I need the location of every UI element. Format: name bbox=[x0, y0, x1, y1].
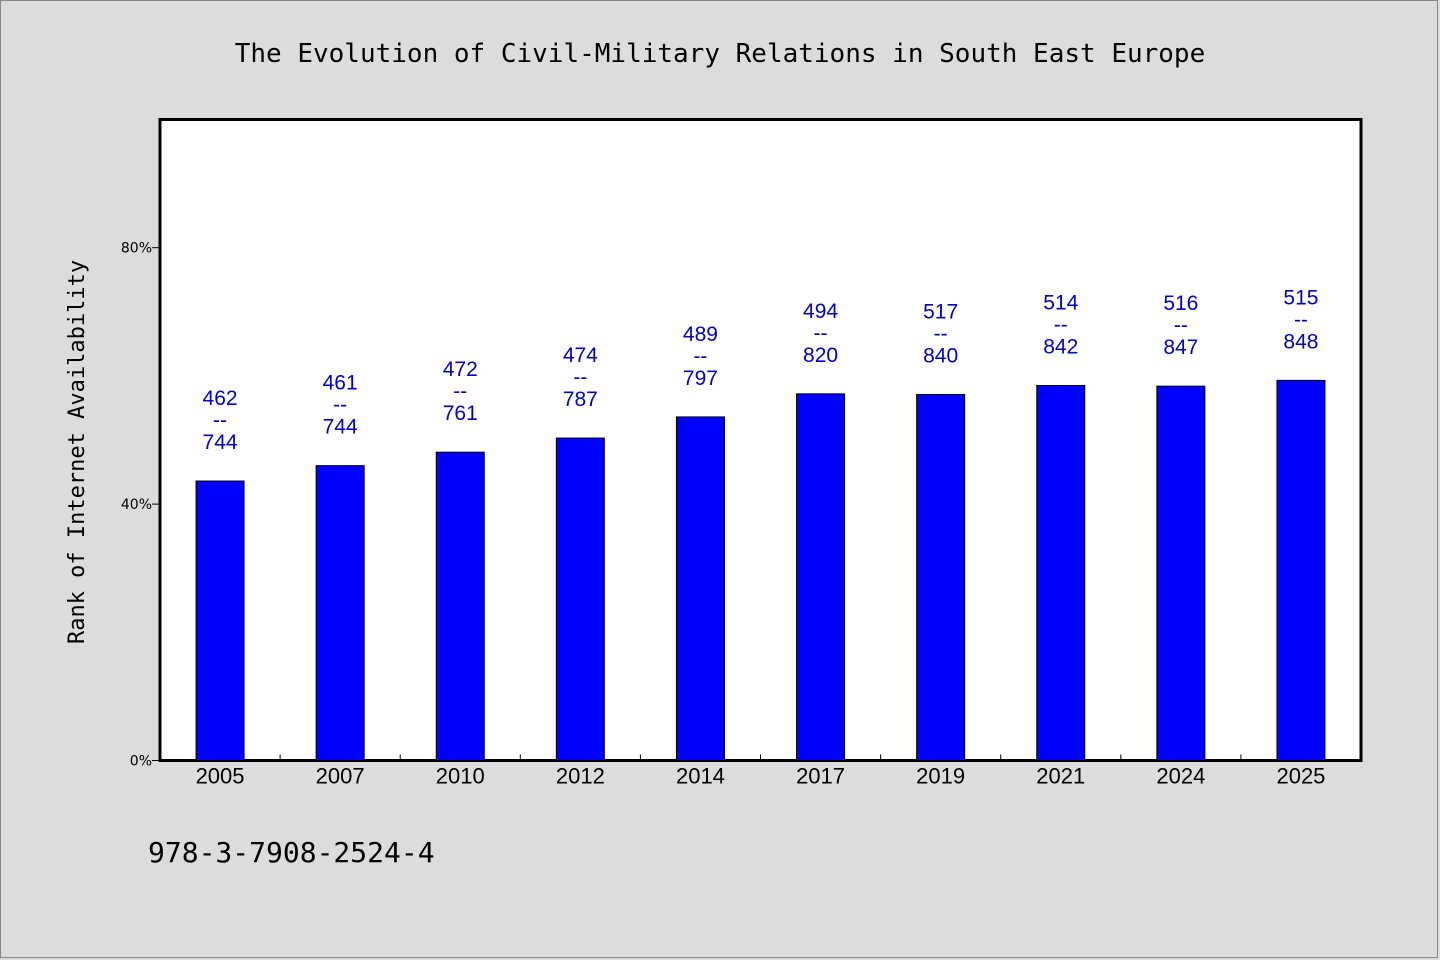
data-label-top: 462 bbox=[203, 387, 238, 410]
y-axis-ticks: 0% 40% 80% bbox=[121, 241, 160, 770]
bar-2025 bbox=[1276, 379, 1326, 761]
bar-2014 bbox=[675, 416, 725, 761]
data-label-separator: -- bbox=[213, 409, 227, 432]
data-label-separator: -- bbox=[1294, 308, 1308, 331]
y-tick-label: 40% bbox=[121, 497, 152, 513]
x-tick-label: 2007 bbox=[316, 764, 365, 789]
data-label-top: 494 bbox=[803, 300, 838, 323]
data-label-bottom: 761 bbox=[443, 402, 478, 425]
bars bbox=[195, 379, 1326, 761]
data-label-bottom: 847 bbox=[1163, 336, 1198, 359]
bar-2012 bbox=[555, 437, 605, 761]
data-label-top: 515 bbox=[1283, 286, 1318, 309]
x-tick-label: 2017 bbox=[796, 764, 845, 789]
x-axis-ticks: 2005 2007 2010 2012 2014 2017 2019 2021 2024 2025 bbox=[196, 754, 1325, 789]
bar-2005 bbox=[195, 480, 245, 761]
data-label-bottom: 840 bbox=[923, 344, 958, 367]
bar-2021 bbox=[1036, 385, 1086, 761]
bar-2019 bbox=[916, 393, 966, 761]
isbn-footer: 978-3-7908-2524-4 bbox=[148, 836, 435, 869]
data-label-separator: -- bbox=[573, 366, 587, 389]
y-tick-label: 80% bbox=[121, 241, 152, 257]
data-labels: 744--462744--461761--472787--474797--489… bbox=[203, 286, 1319, 454]
x-tick-label: 2010 bbox=[436, 764, 485, 789]
data-label-top: 516 bbox=[1163, 292, 1198, 315]
data-label-separator: -- bbox=[1054, 314, 1068, 337]
chart-title: The Evolution of Civil-Military Relation… bbox=[235, 39, 1206, 69]
data-label-bottom: 797 bbox=[683, 367, 718, 390]
data-label-separator: -- bbox=[333, 394, 347, 417]
y-tick-label: 0% bbox=[130, 754, 152, 770]
x-tick-label: 2021 bbox=[1036, 764, 1085, 789]
data-label-bottom: 848 bbox=[1283, 330, 1318, 353]
data-label-top: 514 bbox=[1043, 292, 1078, 315]
y-axis-label: Rank of Internet Availability bbox=[65, 260, 90, 644]
data-label-top: 461 bbox=[323, 372, 358, 395]
data-label-separator: -- bbox=[814, 322, 828, 345]
data-label-separator: -- bbox=[453, 380, 467, 403]
data-label-bottom: 787 bbox=[563, 388, 598, 411]
bar-2024 bbox=[1156, 385, 1206, 761]
data-label-top: 474 bbox=[563, 344, 598, 367]
x-tick-label: 2012 bbox=[556, 764, 605, 789]
bar-2007 bbox=[315, 465, 365, 761]
bar-2017 bbox=[796, 393, 846, 761]
data-label-separator: -- bbox=[1174, 314, 1188, 337]
x-tick-label: 2019 bbox=[916, 764, 965, 789]
data-label-bottom: 744 bbox=[203, 431, 238, 454]
data-label-bottom: 820 bbox=[803, 344, 838, 367]
x-tick-label: 2024 bbox=[1156, 764, 1205, 789]
data-label-top: 517 bbox=[923, 300, 958, 323]
x-tick-label: 2014 bbox=[676, 764, 725, 789]
data-label-separator: -- bbox=[693, 345, 707, 368]
data-label-separator: -- bbox=[934, 322, 948, 345]
data-label-bottom: 842 bbox=[1043, 336, 1078, 359]
data-label-top: 489 bbox=[683, 323, 718, 346]
bar-2010 bbox=[435, 451, 485, 761]
data-label-top: 472 bbox=[443, 358, 478, 381]
x-tick-label: 2005 bbox=[196, 764, 245, 789]
x-tick-label: 2025 bbox=[1276, 764, 1325, 789]
data-label-bottom: 744 bbox=[323, 416, 358, 439]
